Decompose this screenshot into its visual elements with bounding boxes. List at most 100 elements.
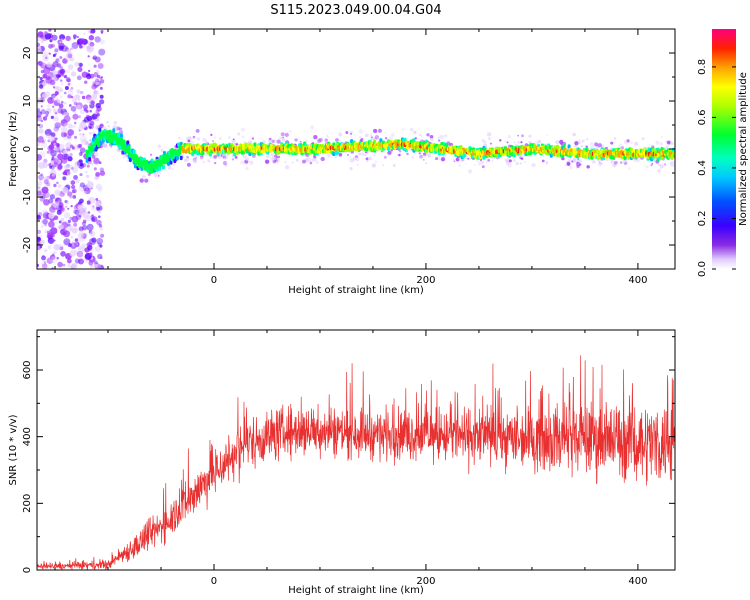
spectrogram-noise-cell xyxy=(52,250,56,253)
spectrogram-noise-cell xyxy=(57,201,64,208)
spectrogram-noise-cell xyxy=(47,163,52,167)
spectrogram-halo-cell xyxy=(437,136,440,139)
spectrogram-halo-cell xyxy=(284,132,289,137)
spectrogram-cell xyxy=(175,155,179,161)
spectrogram-cell xyxy=(117,132,121,137)
spectrogram-halo-cell xyxy=(520,141,523,144)
spectrogram-noise-cell xyxy=(52,165,55,169)
spectrogram-noise-cell xyxy=(79,132,82,136)
spectrogram-noise-cell xyxy=(70,47,74,50)
spectrogram-noise-cell xyxy=(44,33,52,40)
spectrogram-halo-cell xyxy=(390,149,393,152)
spectrogram-halo-cell xyxy=(199,155,204,159)
spectrogram-halo-cell xyxy=(513,141,516,144)
spectrogram-noise-cell xyxy=(53,126,60,132)
spectrogram-noise-cell xyxy=(87,55,90,58)
spectrogram-y-label: Frequency (Hz) xyxy=(8,111,19,187)
spectrogram-noise-cell xyxy=(50,115,55,120)
spectrogram-halo-cell xyxy=(559,139,564,145)
spectrogram-noise-cell xyxy=(95,198,99,201)
spectrogram-halo-cell xyxy=(612,141,616,144)
spectrogram-noise-cell xyxy=(39,178,42,182)
spectrogram-halo-cell xyxy=(537,139,542,144)
spectrogram-halo-cell xyxy=(312,157,317,162)
spectrogram-noise-cell xyxy=(89,110,92,113)
spectrogram-noise-cell xyxy=(98,224,103,228)
spectrogram-noise-cell xyxy=(97,63,104,70)
spectrogram-halo-cell xyxy=(277,155,281,159)
colorbar-ticks: 0.0 0.2 0.4 0.6 0.8 xyxy=(697,59,736,277)
spectrogram-halo-cell xyxy=(420,157,423,160)
spectrogram-halo-cell xyxy=(240,127,245,132)
spectrogram-noise-cell xyxy=(42,62,46,66)
spectrogram-noise-cell xyxy=(37,215,42,220)
spectrogram-noise-cell xyxy=(94,246,101,253)
spectrogram-halo-cell xyxy=(618,143,623,148)
spectrogram-noise-cell xyxy=(52,54,56,57)
spectrogram-noise-cell xyxy=(78,153,81,156)
spectrogram-halo-cell xyxy=(634,141,639,146)
spectrogram-halo-cell xyxy=(485,161,489,164)
spectrogram-halo-cell xyxy=(572,132,576,137)
spectrogram-noise-cell xyxy=(90,206,95,210)
spectrogram-noise-cell xyxy=(87,30,91,33)
spectrogram-halo-cell xyxy=(412,130,417,135)
spectrogram-halo-cell xyxy=(458,164,462,168)
spectrogram-halo-cell xyxy=(427,153,432,158)
spectrogram-noise-cell xyxy=(77,66,83,72)
spectrogram-halo-cell xyxy=(365,157,369,161)
spectrogram-noise-cell xyxy=(64,199,68,204)
spectrogram-halo-cell xyxy=(269,137,272,141)
spectrogram-halo-cell xyxy=(224,155,229,160)
spectrogram-halo-cell xyxy=(291,161,294,164)
spectrogram-halo-cell xyxy=(280,132,285,137)
spectrogram-noise-cell xyxy=(60,250,66,257)
spectrogram-halo-cell xyxy=(468,169,473,174)
spectrogram-noise-cell xyxy=(73,110,77,114)
spectrogram-noise-cell xyxy=(39,239,45,245)
spectrogram-noise-cell xyxy=(53,183,57,188)
spectrogram-halo-cell xyxy=(541,159,545,163)
spectrogram-noise-cell xyxy=(91,237,97,243)
spectrogram-cell xyxy=(145,161,149,167)
spectrogram-noise-cell xyxy=(70,105,77,112)
spectrogram-halo-cell xyxy=(635,158,640,163)
spectrogram-halo-cell xyxy=(345,131,349,135)
spectrogram-halo-cell xyxy=(505,159,508,163)
spectrogram-noise-cell xyxy=(57,107,64,114)
spectrogram-noise-cell xyxy=(37,243,42,251)
spectrogram-halo-cell xyxy=(580,144,584,148)
spectrogram-noise-cell xyxy=(93,157,100,164)
spectrogram-halo-cell xyxy=(481,165,485,169)
y-tick-label: 0 xyxy=(22,146,33,152)
spectrogram-noise-cell xyxy=(95,81,99,86)
y-tick-label: 200 xyxy=(22,494,33,513)
spectrogram-noise-cell xyxy=(68,164,75,170)
spectrogram-halo-cell xyxy=(670,141,674,146)
spectrogram-halo-cell xyxy=(452,158,455,162)
spectrogram-noise-cell xyxy=(99,170,106,176)
spectrogram-noise-cell xyxy=(37,263,40,268)
spectrogram-noise-cell xyxy=(89,252,93,256)
spectrogram-cell xyxy=(142,159,146,165)
spectrogram-noise-cell xyxy=(43,31,48,35)
spectrogram-halo-cell xyxy=(373,128,378,133)
spectrogram-halo-cell xyxy=(312,141,315,144)
spectrogram-noise-cell xyxy=(80,90,85,95)
spectrogram-noise-cell xyxy=(98,161,102,165)
snr-panel: 0 200 400 0 200 400 600 Height of straight li… xyxy=(8,329,676,596)
spectrogram-halo-cell xyxy=(355,156,360,162)
colorbar-label: Normalized spectral amplitude xyxy=(738,72,749,226)
spectrogram-halo-cell xyxy=(270,152,275,157)
spectrogram-halo-cell xyxy=(581,139,585,143)
spectrogram-noise-cell xyxy=(59,95,63,99)
spectrogram-halo-cell xyxy=(282,136,284,139)
spectrogram-noise-cell xyxy=(46,150,50,154)
spectrogram-halo-cell xyxy=(302,159,306,164)
spectrogram-noise-cell xyxy=(79,163,84,167)
spectrogram-noise-cell xyxy=(85,215,92,222)
spectrogram-noise-cell xyxy=(95,172,101,177)
spectrogram-halo-cell xyxy=(245,157,250,162)
spectrogram-noise-cell xyxy=(91,214,94,217)
spectrogram-noise-cell xyxy=(37,229,42,234)
